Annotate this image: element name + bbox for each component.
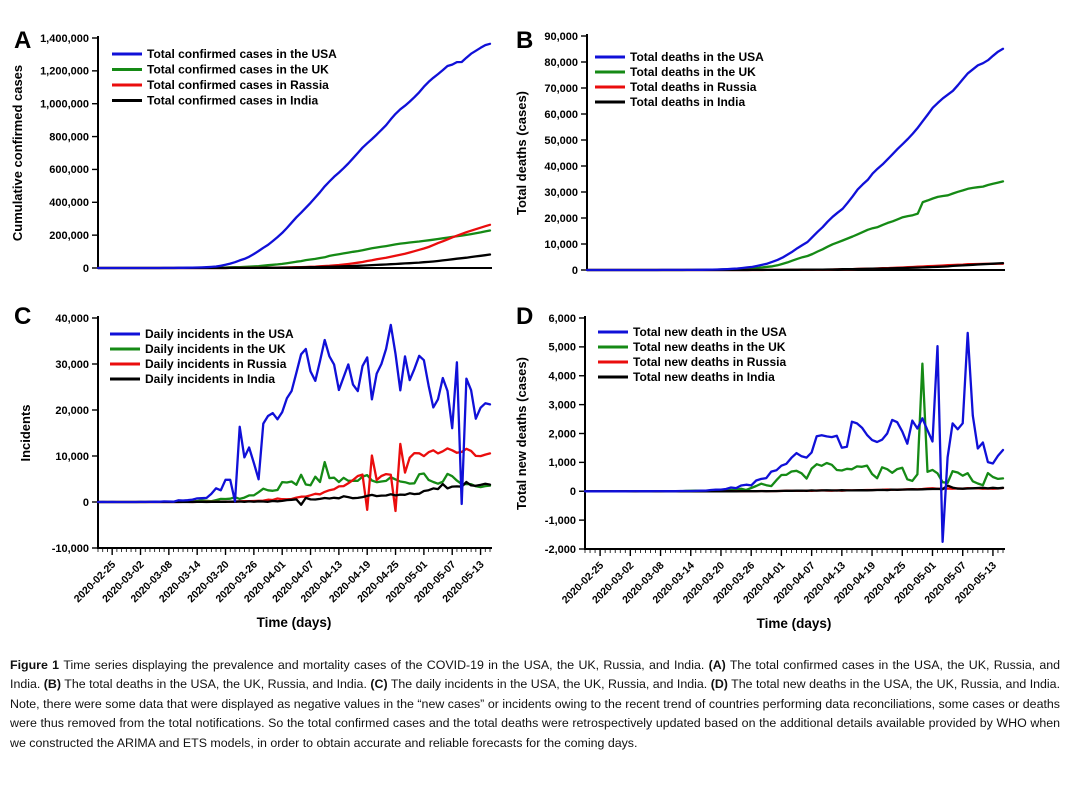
y-tick-label: 6,000 xyxy=(548,313,576,325)
legend-label: Daily incidents in Russia xyxy=(145,357,287,371)
y-tick-label: 30,000 xyxy=(55,359,89,371)
y-tick-label: 40,000 xyxy=(544,161,578,173)
caption-bold-segment: (B) xyxy=(43,677,61,692)
series-uk xyxy=(96,460,492,504)
legend-label: Daily incidents in the USA xyxy=(145,327,294,341)
y-axis-title: Incidents xyxy=(18,404,33,461)
y-tick-label: 0 xyxy=(83,263,89,275)
y-tick-label: 40,000 xyxy=(55,313,89,325)
panel-c-chart: C -10,000 0 10,000 20,000 30,000 40,000 Inciden… xyxy=(14,303,492,630)
y-tick-label: 30,000 xyxy=(544,187,578,199)
legend-label: Total deaths in Russia xyxy=(630,80,757,94)
caption-text-segment: The daily incidents in the USA, the UK, … xyxy=(387,677,711,692)
caption-text-segment: Time series displaying the prevalence an… xyxy=(63,658,709,672)
y-tick-label: 5,000 xyxy=(548,342,576,354)
panel-label: A xyxy=(14,27,31,54)
y-axis-title: Total new deaths (cases) xyxy=(514,357,529,510)
y-tick-label: 3,000 xyxy=(548,399,576,411)
legend-label: Total deaths in India xyxy=(630,95,745,109)
legend-label: Total confirmed cases in the USA xyxy=(147,47,337,61)
legend-label: Total confirmed cases in the UK xyxy=(147,63,329,77)
legend-label: Daily incidents in India xyxy=(145,372,275,386)
caption-bold-segment: Figure 1 xyxy=(10,658,64,672)
y-tick-label: 1,000,000 xyxy=(40,99,89,111)
x-axis-title: Time (days) xyxy=(757,616,832,631)
legend-label: Total new deaths in India xyxy=(633,370,775,384)
panel-label: C xyxy=(14,303,31,330)
caption-text-segment: The total new deaths in the USA, the UK,… xyxy=(10,677,1061,750)
y-tick-label: 4,000 xyxy=(548,371,576,383)
y-tick-label: 10,000 xyxy=(544,239,578,251)
caption-bold-segment: (C) xyxy=(370,677,388,692)
y-tick-label: 1,200,000 xyxy=(40,66,89,78)
legend-label: Total confirmed cases in India xyxy=(147,94,318,108)
y-tick-label: 2,000 xyxy=(548,428,576,440)
y-axis-title: Cumulative confirmed cases xyxy=(10,65,25,241)
caption-text-segment: The total confirmed cases in the USA, th… xyxy=(10,658,1061,692)
y-tick-label: -2,000 xyxy=(545,544,576,556)
caption-bold-segment: (A) xyxy=(708,658,726,672)
y-tick-label: 60,000 xyxy=(544,109,578,121)
y-tick-label: 200,000 xyxy=(49,230,89,242)
y-tick-label: 20,000 xyxy=(544,213,578,225)
y-tick-label: 1,400,000 xyxy=(40,33,89,45)
y-tick-label: 20,000 xyxy=(55,405,89,417)
y-tick-label: 90,000 xyxy=(544,31,578,43)
caption-text-segment: The total deaths in the USA, the UK, Rus… xyxy=(61,677,371,692)
legend-label: Total new death in the USA xyxy=(633,325,787,339)
series-usa xyxy=(96,42,492,270)
legend-label: Total deaths in the UK xyxy=(630,65,756,79)
y-tick-label: 400,000 xyxy=(49,197,89,209)
y-tick-label: 0 xyxy=(570,486,576,498)
legend-label: Total new deaths in Russia xyxy=(633,355,786,369)
panel-a-chart: A 0 200,000 400,000 600,000 800,000 1,000,000 1… xyxy=(10,27,492,275)
series-usa xyxy=(96,323,492,506)
y-tick-label: 800,000 xyxy=(49,131,89,143)
y-tick-label: 0 xyxy=(572,265,578,277)
series-usa xyxy=(585,47,1005,272)
panel-label: D xyxy=(516,303,533,330)
y-tick-label: 70,000 xyxy=(544,83,578,95)
y-tick-label: 0 xyxy=(83,497,89,509)
y-tick-label: 50,000 xyxy=(544,135,578,147)
legend-label: Total new deaths in the UK xyxy=(633,340,786,354)
y-axis-title: Total deaths (cases) xyxy=(514,91,529,215)
series-uk xyxy=(585,180,1005,272)
figure-caption: Figure 1 Time series displaying the prev… xyxy=(10,656,1060,753)
legend-label: Daily incidents in the UK xyxy=(145,342,286,356)
x-axis-title: Time (days) xyxy=(257,615,332,630)
y-tick-label: 10,000 xyxy=(55,451,89,463)
y-tick-label: 80,000 xyxy=(544,57,578,69)
panel-d-chart: D -2,000 -1,000 0 1,000 2,000 3,000 4,000 5,000 6… xyxy=(514,303,1005,631)
panel-label: B xyxy=(516,27,533,54)
caption-bold-segment: (D) xyxy=(710,677,728,692)
y-tick-label: -10,000 xyxy=(52,543,89,555)
legend-label: Total confirmed cases in Rassia xyxy=(147,78,329,92)
y-tick-label: 1,000 xyxy=(548,457,576,469)
y-tick-label: 600,000 xyxy=(49,164,89,176)
y-tick-label: -1,000 xyxy=(545,515,576,527)
legend-label: Total deaths in the USA xyxy=(630,50,764,64)
panel-b-chart: B 0 10,000 20,000 30,000 40,000 50,000 60,000 70… xyxy=(514,27,1005,277)
series-usa xyxy=(583,331,1005,543)
